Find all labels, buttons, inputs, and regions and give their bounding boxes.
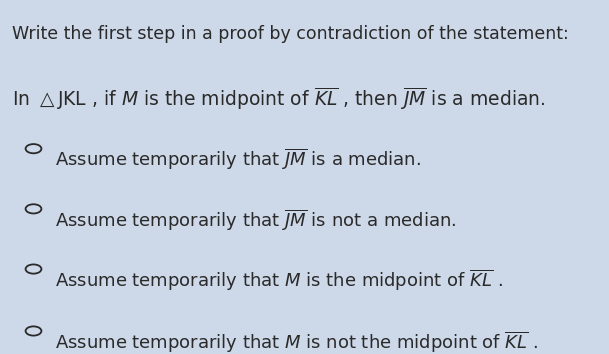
Text: In $\triangle$JKL , if $M$ is the midpoint of $\overline{KL}$ , then $\overline{: In $\triangle$JKL , if $M$ is the midpoi… [12, 85, 546, 112]
Text: Assume temporarily that $\overline{JM}$ is a median.: Assume temporarily that $\overline{JM}$ … [55, 147, 421, 172]
Text: Write the first step in a proof by contradiction of the statement:: Write the first step in a proof by contr… [12, 25, 569, 43]
Text: Assume temporarily that $\overline{JM}$ is not a median.: Assume temporarily that $\overline{JM}$ … [55, 207, 456, 233]
Text: Assume temporarily that $M$ is the midpoint of $\overline{KL}$ .: Assume temporarily that $M$ is the midpo… [55, 267, 503, 293]
Text: Assume temporarily that $M$ is not the midpoint of $\overline{KL}$ .: Assume temporarily that $M$ is not the m… [55, 329, 538, 354]
